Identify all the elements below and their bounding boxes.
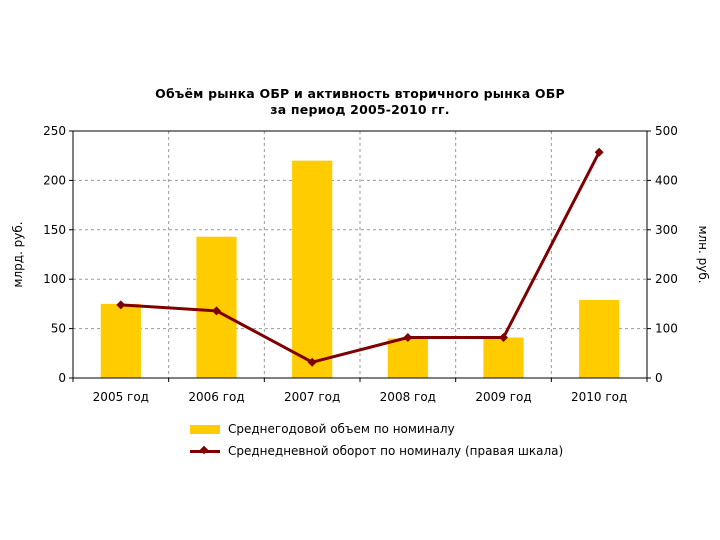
line-point-2010-год — [594, 147, 604, 157]
chart-legend: Среднегодовой объем по номиналу Среднедн… — [190, 418, 563, 462]
bar-2008-год — [387, 338, 428, 378]
tick-label-left: 250 — [43, 124, 66, 138]
bar-2005-год — [100, 303, 141, 378]
bar-2007-год — [292, 160, 333, 378]
line-point-2008-год — [403, 332, 413, 342]
legend-swatch-bars — [190, 424, 220, 434]
category-label: 2008 год — [380, 390, 436, 404]
legend-item-bars: Среднегодовой объем по номиналу — [190, 418, 563, 440]
y-axis-title-right: млн. руб. — [696, 225, 710, 283]
legend-item-line: Среднедневной оборот по номиналу (правая… — [190, 440, 563, 462]
bar-2009-год — [483, 337, 524, 378]
legend-label-line: Среднедневной оборот по номиналу (правая… — [228, 444, 564, 458]
line-point-2007-год — [307, 357, 317, 367]
line-point-2005-год — [116, 300, 126, 310]
tick-label-left: 100 — [43, 272, 66, 286]
line-point-2006-год — [212, 306, 221, 316]
line-series — [120, 151, 601, 364]
chart-title: Объём рынка ОБР и активность вторичного … — [155, 86, 565, 101]
legend-label-bars: Среднегодовой объем по номиналу — [228, 422, 455, 436]
legend-swatch-line — [190, 445, 220, 456]
category-label: 2006 год — [188, 390, 244, 404]
tick-label-right: 0 — [655, 371, 663, 385]
bar-2010-год — [579, 299, 620, 378]
tick-label-left: 0 — [58, 371, 66, 385]
category-label: 2010 год — [571, 390, 627, 404]
tick-label-right: 100 — [655, 322, 678, 336]
tick-label-right: 400 — [655, 173, 678, 187]
chart-subtitle: за период 2005-2010 гг. — [270, 102, 450, 117]
tick-label-right: 500 — [655, 124, 678, 138]
tick-label-right: 300 — [655, 223, 678, 237]
category-label: 2007 год — [284, 390, 340, 404]
category-label: 2009 год — [475, 390, 531, 404]
tick-label-left: 50 — [51, 322, 66, 336]
tick-label-left: 200 — [43, 173, 66, 187]
y-axis-title-left: млрд. руб. — [11, 221, 25, 287]
tick-label-left: 150 — [43, 223, 66, 237]
category-label: 2005 год — [93, 390, 149, 404]
line-point-2009-год — [499, 332, 508, 342]
tick-label-right: 200 — [655, 272, 678, 286]
